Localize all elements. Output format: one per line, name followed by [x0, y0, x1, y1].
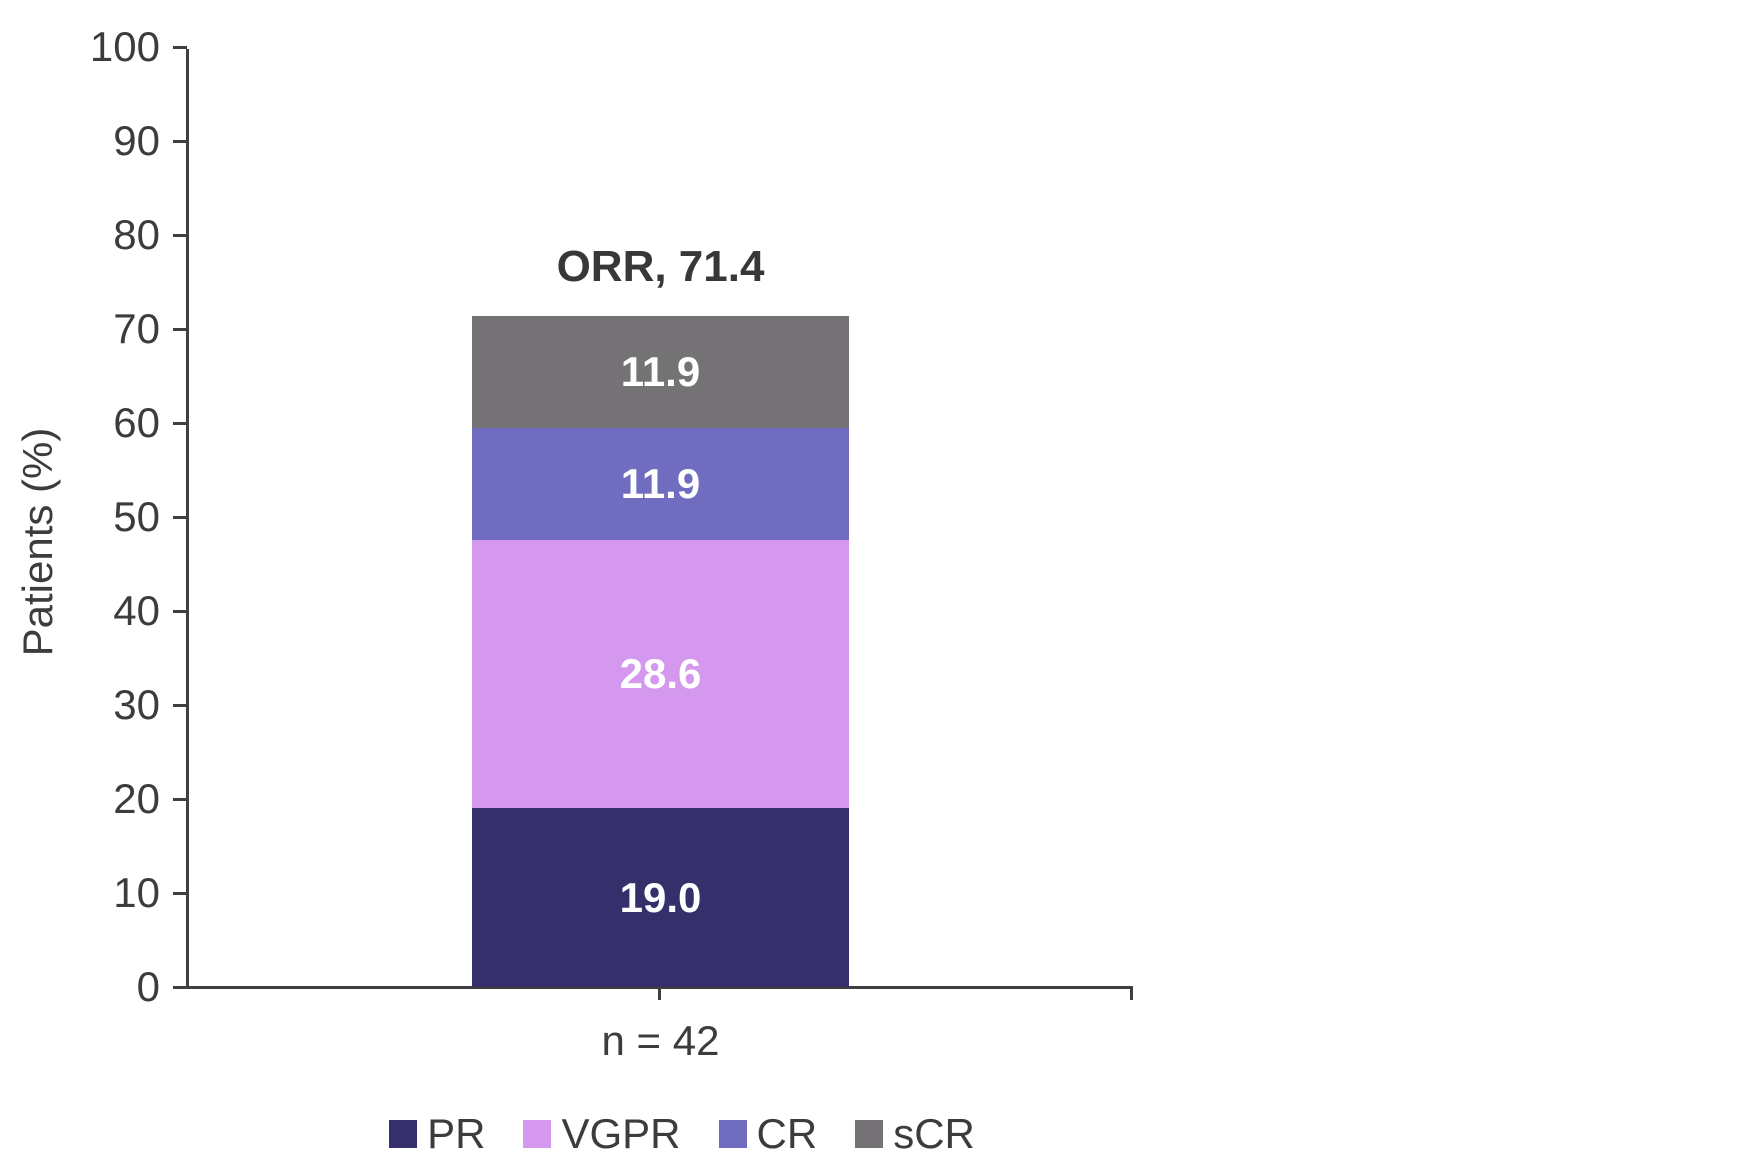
y-tick-mark	[173, 515, 187, 519]
x-axis-end-tick	[1130, 987, 1133, 1000]
y-axis-line	[186, 49, 189, 989]
legend-label-vgpr: VGPR	[561, 1110, 681, 1157]
y-tick-mark	[173, 797, 187, 801]
legend-item-scr: sCR	[855, 1108, 975, 1160]
x-axis-category-tick	[658, 987, 661, 1000]
legend-label-scr: sCR	[893, 1110, 975, 1157]
y-tick-label: 100	[89, 23, 160, 70]
legend: PR VGPR CR sCR	[187, 1106, 1177, 1162]
y-tick-label: 0	[136, 963, 160, 1010]
legend-swatch-pr	[389, 1120, 418, 1148]
y-tick-mark	[173, 233, 187, 237]
y-tick-label: 70	[113, 305, 160, 352]
legend-swatch-vgpr	[523, 1120, 552, 1148]
y-tick-label: 40	[113, 587, 160, 634]
legend-item-cr: CR	[718, 1108, 818, 1160]
stacked-bar: 19.0 28.6 11.9 11.9	[472, 0, 849, 987]
bar-segment-value-vgpr: 28.6	[619, 649, 702, 697]
bar-segment-value-pr: 19.0	[619, 873, 702, 921]
y-tick-label: 20	[113, 775, 160, 822]
y-tick-mark	[173, 45, 187, 49]
x-category-label: n = 42	[601, 1017, 720, 1064]
legend-item-vgpr: VGPR	[523, 1108, 681, 1160]
y-tick-mark	[173, 891, 187, 895]
y-tick-mark	[173, 985, 187, 989]
legend-label-pr: PR	[427, 1110, 486, 1157]
y-tick-label: 90	[113, 117, 160, 164]
y-tick-mark	[173, 703, 187, 707]
y-tick-mark	[173, 609, 187, 613]
bar-segment-scr: 11.9	[472, 315, 849, 428]
legend-swatch-scr	[855, 1120, 884, 1148]
legend-item-pr: PR	[389, 1108, 485, 1160]
bar-segment-vgpr: 28.6	[472, 539, 849, 809]
y-tick-label: 50	[113, 493, 160, 540]
bar-segment-pr: 19.0	[472, 808, 849, 987]
legend-label-cr: CR	[756, 1110, 818, 1157]
bar-segment-cr: 11.9	[472, 427, 849, 540]
y-tick-label: 30	[113, 681, 160, 728]
legend-swatch-cr	[718, 1120, 747, 1148]
bar-segment-value-scr: 11.9	[620, 347, 701, 395]
y-tick-label: 60	[113, 399, 160, 446]
y-tick-mark	[173, 421, 187, 425]
y-tick-label: 80	[113, 211, 160, 258]
y-tick-label: 10	[113, 869, 160, 916]
orr-annotation: ORR, 71.4	[556, 242, 765, 291]
y-tick-mark	[173, 139, 187, 143]
bar-segment-value-cr: 11.9	[620, 459, 701, 507]
y-tick-mark	[173, 327, 187, 331]
